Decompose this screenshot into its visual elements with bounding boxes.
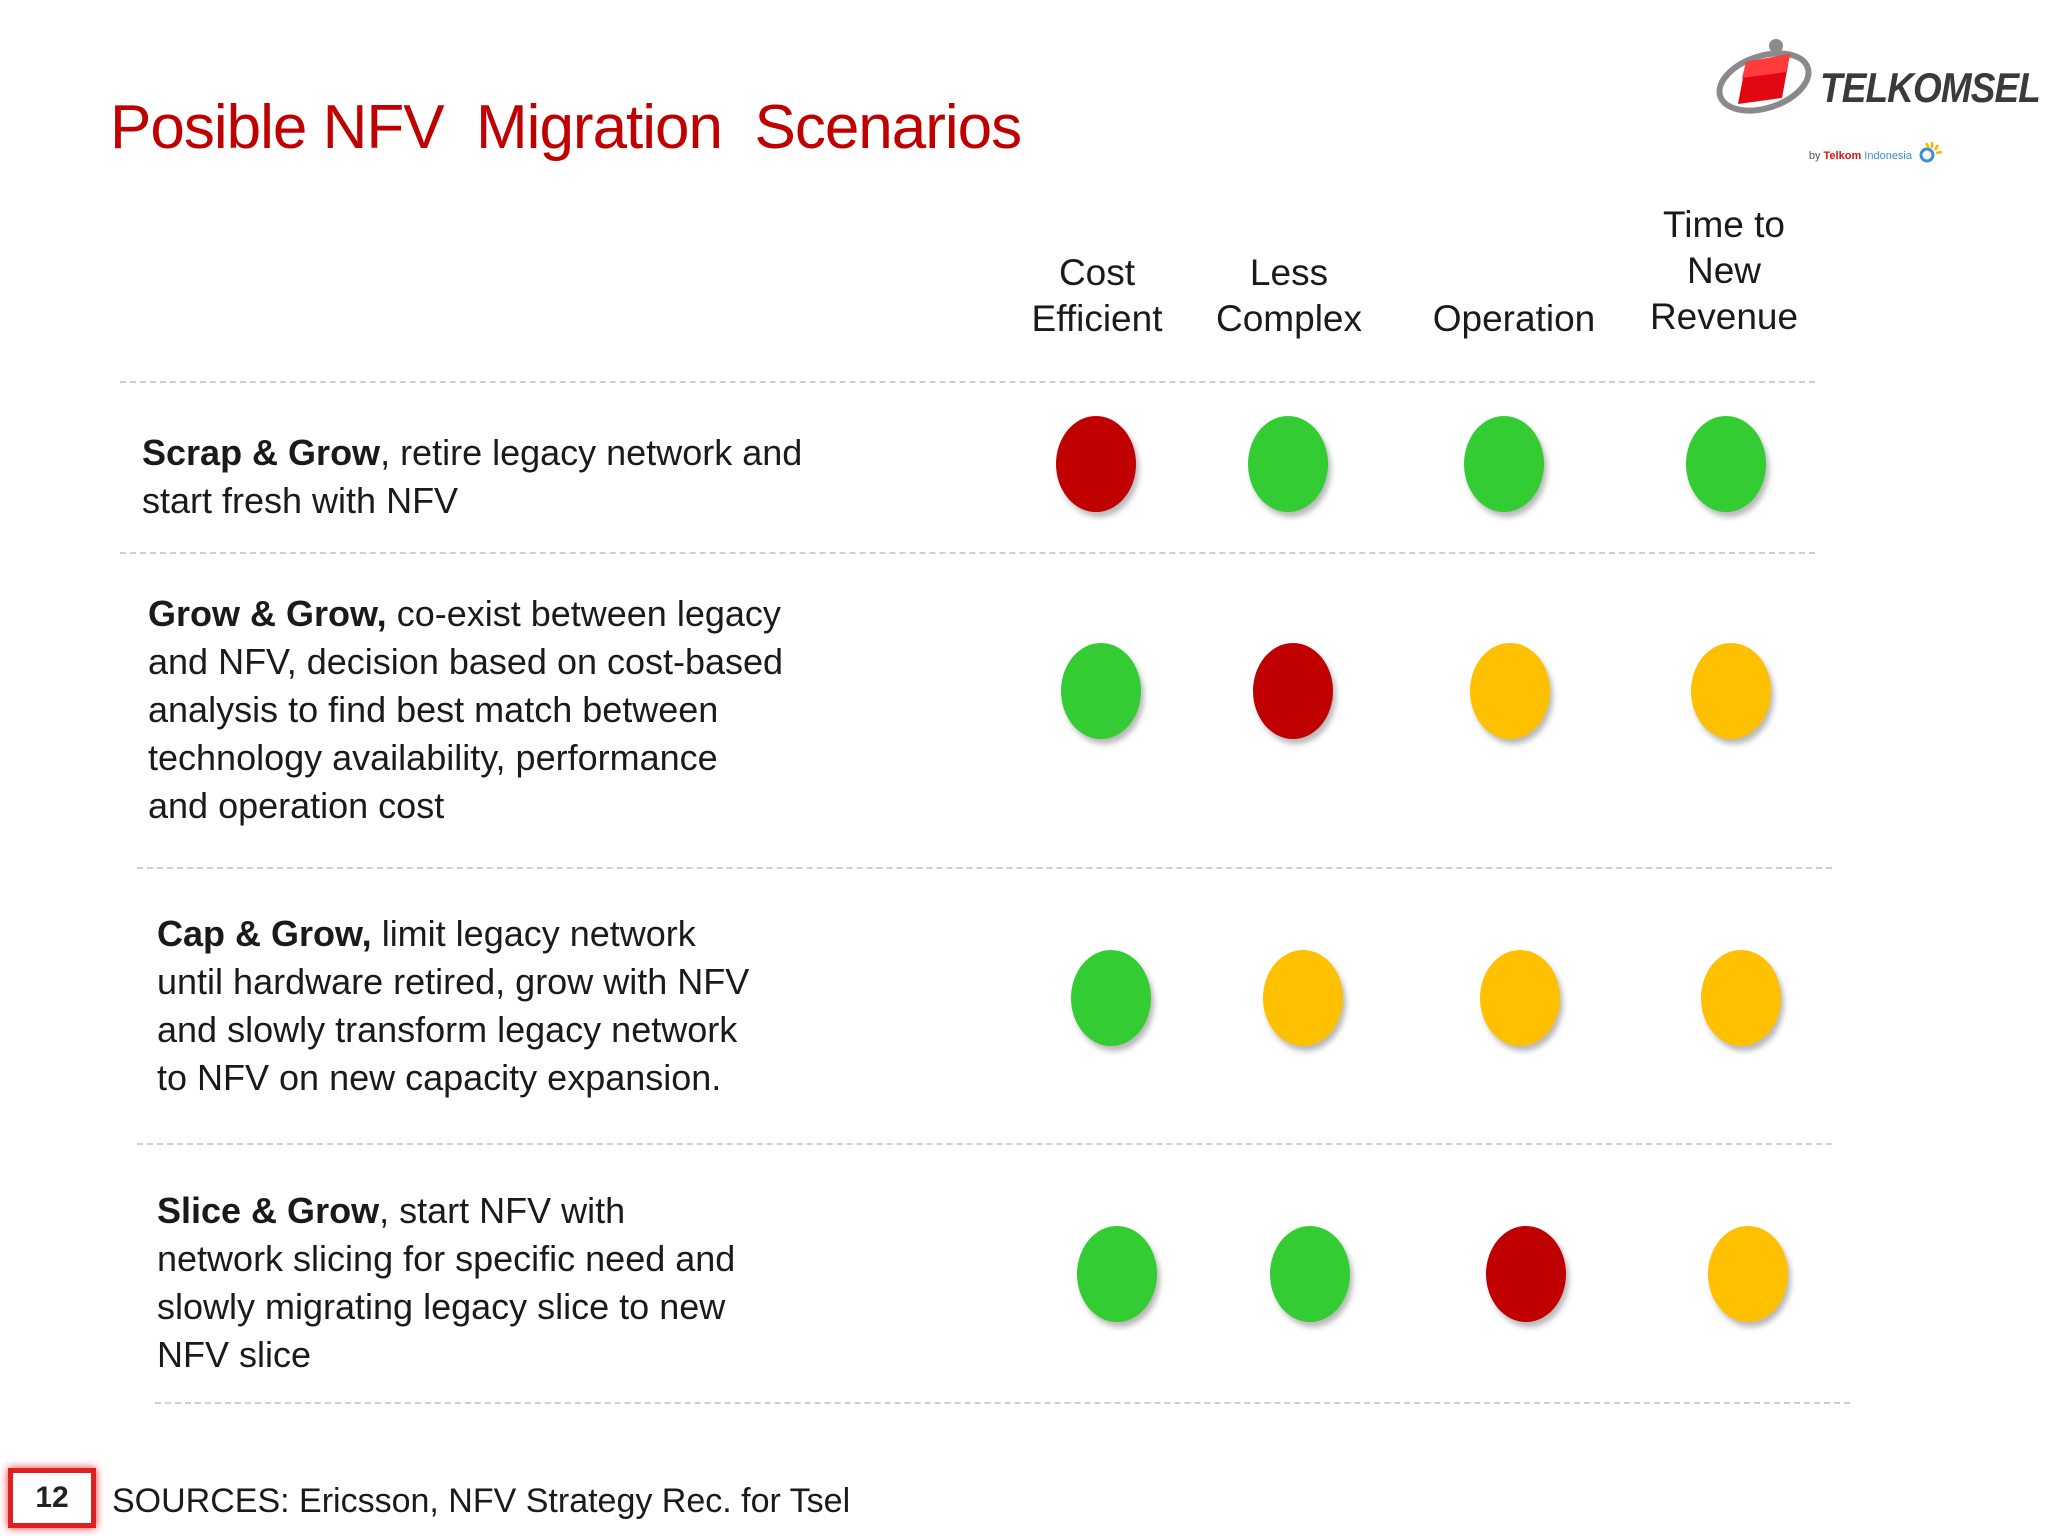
scenario-desc: and operation cost (148, 785, 445, 826)
column-header-line: New (1686, 250, 1762, 291)
scenario-desc: and slowly transform legacy network (157, 1009, 738, 1050)
row-divider (155, 1402, 1850, 1404)
scenario-slice-and-grow: Slice & Grow, start NFV with network sli… (157, 1187, 735, 1379)
scenario-desc: start fresh with NFV (142, 480, 459, 521)
rating-dot-red (1056, 416, 1136, 512)
rating-dot-amber (1701, 950, 1781, 1046)
scenario-scrap-and-grow: Scrap & Grow, retire legacy network and … (142, 429, 802, 525)
rating-dot-amber (1263, 950, 1343, 1046)
rating-dot-green (1248, 416, 1328, 512)
row-divider (120, 381, 1815, 383)
column-header-time-to-new-revenue: Time to New Revenue (1650, 202, 1798, 340)
column-header-line: Time to (1663, 204, 1785, 245)
scenario-desc: and NFV, decision based on cost-based (148, 641, 784, 682)
column-header-line: Less (1249, 252, 1329, 293)
scenario-grow-and-grow: Grow & Grow, co-exist between legacy and… (148, 590, 783, 830)
row-divider (120, 552, 1815, 554)
scenario-name: Cap & Grow, (157, 913, 372, 954)
scenario-name: Slice & Grow (157, 1190, 380, 1231)
column-header-line: Efficient (1031, 298, 1163, 339)
telkomsel-logo: TELKOMSEL by Telkom Indonesia (1712, 30, 2041, 170)
scenario-desc: NFV slice (157, 1334, 312, 1375)
scenario-desc: to NFV on new capacity expansion. (157, 1057, 722, 1098)
slide-title: Posible NFV Migration Scenarios (110, 93, 1022, 162)
rating-dot-green (1077, 1226, 1157, 1322)
telkom-indonesia-tagline: by Telkom Indonesia (1712, 150, 1912, 162)
scenario-desc: until hardware retired, grow with NFV (157, 961, 750, 1002)
rating-dot-amber (1691, 643, 1771, 739)
rating-dot-green (1061, 643, 1141, 739)
telkomsel-logo-icon (1716, 39, 1812, 114)
telkomsel-wordmark: TELKOMSEL (1820, 64, 2041, 111)
page-number: 12 (8, 1468, 96, 1528)
rating-dot-amber (1470, 643, 1550, 739)
sun-icon (1919, 142, 1943, 163)
row-divider (137, 867, 1832, 869)
column-header-cost-efficient: Cost Efficient (1032, 250, 1163, 342)
scenario-desc: technology availability, performance (148, 737, 718, 778)
rating-dot-amber (1480, 950, 1560, 1046)
rating-dot-red (1253, 643, 1333, 739)
rating-dot-red (1486, 1226, 1566, 1322)
scenario-desc: , start NFV with (379, 1190, 626, 1231)
tagline-indonesia: Indonesia (1861, 150, 1912, 162)
column-header-line: Cost (1058, 252, 1136, 293)
scenario-desc: slowly migrating legacy slice to new (157, 1286, 726, 1327)
scenario-name: Grow & Grow, (148, 593, 387, 634)
scenario-desc: network slicing for specific need and (157, 1238, 736, 1279)
column-header-less-complex: Less Complex (1216, 250, 1362, 342)
column-header-line: Operation (1432, 298, 1596, 339)
scenario-desc: co-exist between legacy (386, 593, 781, 634)
rating-dot-green (1071, 950, 1151, 1046)
scenario-name: Scrap & Grow (142, 432, 381, 473)
rating-dot-amber (1708, 1226, 1788, 1322)
row-divider (137, 1143, 1832, 1145)
scenario-desc: limit legacy network (371, 913, 696, 954)
rating-dot-green (1270, 1226, 1350, 1322)
rating-dot-green (1686, 416, 1766, 512)
column-header-operation: Operation (1433, 296, 1596, 342)
tagline-by: by (1808, 150, 1824, 162)
rating-dot-green (1464, 416, 1544, 512)
scenario-desc: , retire legacy network and (380, 432, 803, 473)
column-header-line: Revenue (1649, 296, 1799, 337)
scenario-desc: analysis to find best match between (148, 689, 719, 730)
column-header-line: Complex (1216, 298, 1362, 339)
scenario-cap-and-grow: Cap & Grow, limit legacy network until h… (157, 910, 749, 1102)
sources-note: SOURCES: Ericsson, NFV Strategy Rec. for… (112, 1482, 851, 1520)
tagline-telkom: Telkom (1823, 150, 1862, 162)
